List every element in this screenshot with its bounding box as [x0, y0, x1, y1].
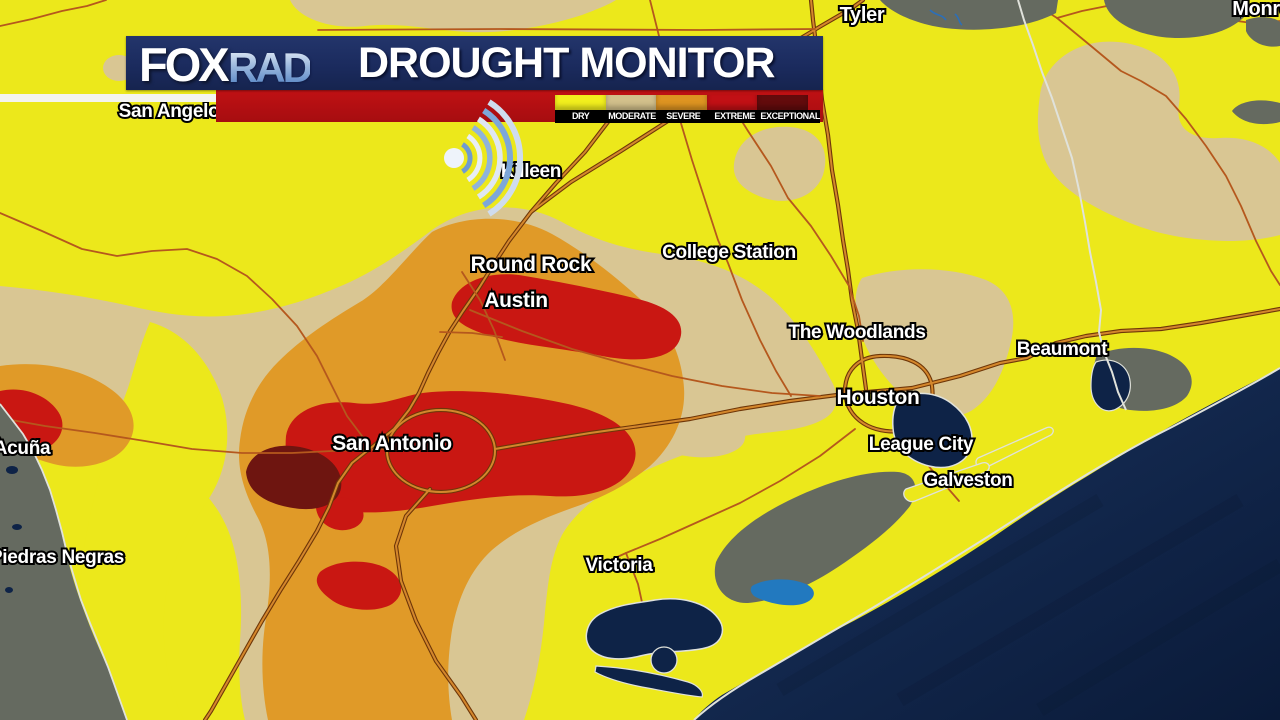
city-label-league-city: League City [869, 434, 974, 455]
rad-logo: RAD [228, 44, 313, 91]
legend-label-dry: DRY [571, 111, 590, 121]
city-label-tyler: Tyler [840, 4, 885, 26]
borders [0, 0, 1127, 720]
legend-swatch-exceptional [757, 95, 808, 110]
moderate-northeast-band [1037, 41, 1280, 241]
gulf-water [694, 368, 1280, 720]
moderate-top-band [290, 0, 616, 33]
city-label-the-woodlands: The Woodlands [788, 322, 925, 343]
river-squiggles [929, 9, 963, 26]
fox-logo: FOX [139, 38, 230, 91]
terrain-top-1 [880, 0, 1058, 30]
city-label-san-angelo: San Angelo [119, 101, 220, 122]
bolivar-peninsula [975, 426, 1054, 470]
coastline [693, 367, 1280, 720]
city-label-victoria: Victoria [586, 555, 654, 576]
gulf-texture [776, 493, 1280, 716]
terrain-top-2 [1104, 0, 1248, 39]
texas-louisiana-border [1017, 0, 1127, 411]
city-label-round-rock: Round Rock [471, 253, 592, 276]
round-lake [650, 646, 678, 674]
header-banner: FOX RAD DROUGHT MONITOR [126, 36, 823, 217]
city-label-acuna: Acuña [0, 438, 51, 459]
shallow-bay-highlight [750, 579, 814, 606]
mexico-lake-1 [6, 466, 18, 474]
city-labels: Tyler Monro San Angelo Killeen Round Roc… [0, 0, 1280, 578]
drought-legend: DRY MODERATE SEVERE EXTREME EXCEPTIONAL [555, 95, 820, 123]
bays-and-islands [585, 359, 1131, 698]
city-label-college-station: College Station [662, 242, 796, 263]
legend-swatch-moderate [605, 95, 657, 110]
gulf-of-mexico [693, 367, 1280, 720]
mexico-lake-3 [5, 587, 13, 593]
city-label-piedras-negras: Piedras Negras [0, 547, 124, 568]
header-white-strip [0, 94, 216, 102]
city-label-galveston: Galveston [923, 470, 1012, 491]
legend-label-extreme: EXTREME [714, 111, 756, 121]
extreme-sanantonio-blob [285, 391, 636, 513]
galveston-island [903, 462, 990, 503]
legend-label-moderate: MODERATE [608, 111, 656, 121]
banner-title: DROUGHT MONITOR [358, 39, 776, 87]
rio-grande-border [0, 403, 128, 720]
terrain-top-corner [1246, 17, 1280, 47]
city-label-beaumont: Beaumont [1017, 339, 1108, 360]
drought-regions-extreme [0, 274, 682, 610]
mexico-lake-2 [12, 524, 22, 530]
city-label-austin: Austin [484, 289, 548, 312]
legend-swatch-severe [656, 95, 707, 110]
legend-swatch-dry [555, 95, 606, 110]
radar-icon [444, 99, 524, 217]
terrain-mexico [0, 403, 127, 720]
extreme-south-blob [316, 561, 402, 610]
legend-swatch-extreme [706, 95, 758, 110]
extreme-austin-blob [451, 274, 682, 360]
moderate-houston-patch [855, 269, 1014, 417]
matagorda-bay [585, 598, 724, 660]
galveston-bay [892, 392, 973, 469]
legend-label-severe: SEVERE [666, 111, 701, 121]
coastal-lagoon [594, 665, 703, 698]
terrain-right-edge [1232, 100, 1280, 125]
city-label-monroe: Monro [1232, 0, 1280, 20]
city-label-houston: Houston [836, 386, 919, 409]
legend-labels: DRY MODERATE SEVERE EXTREME EXCEPTIONAL [555, 110, 820, 123]
terrain-coastal [714, 471, 916, 604]
legend-label-exceptional: EXCEPTIONAL [760, 111, 820, 121]
city-label-san-antonio: San Antonio [332, 432, 452, 455]
legend-swatches [555, 95, 808, 110]
exceptional-blob [246, 445, 342, 510]
